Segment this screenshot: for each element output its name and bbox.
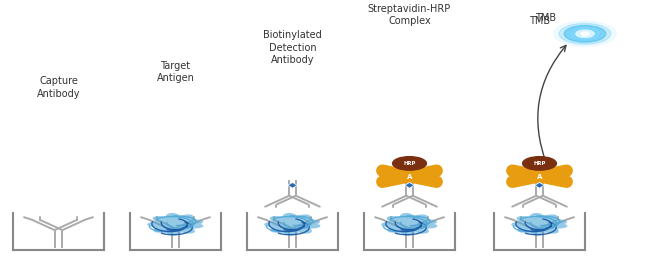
- Circle shape: [564, 25, 606, 42]
- Circle shape: [581, 32, 589, 35]
- Polygon shape: [511, 213, 567, 236]
- Polygon shape: [288, 183, 297, 188]
- Polygon shape: [405, 183, 414, 188]
- Circle shape: [571, 28, 599, 40]
- Circle shape: [523, 157, 556, 170]
- Text: HRP: HRP: [533, 161, 546, 166]
- Text: TMB: TMB: [529, 16, 550, 26]
- Polygon shape: [381, 213, 437, 236]
- Text: Target
Antigen: Target Antigen: [157, 61, 194, 83]
- Text: Capture
Antibody: Capture Antibody: [37, 76, 80, 99]
- Text: Biotinylated
Detection
Antibody: Biotinylated Detection Antibody: [263, 30, 322, 65]
- Circle shape: [554, 21, 616, 46]
- Text: Streptavidin-HRP
Complex: Streptavidin-HRP Complex: [368, 4, 451, 26]
- Circle shape: [576, 30, 594, 37]
- Circle shape: [393, 157, 426, 170]
- Polygon shape: [535, 183, 544, 188]
- Text: A: A: [407, 174, 412, 180]
- Circle shape: [559, 23, 611, 44]
- Text: TMB: TMB: [534, 13, 556, 23]
- Polygon shape: [147, 213, 203, 236]
- Polygon shape: [264, 213, 320, 236]
- Text: HRP: HRP: [403, 161, 416, 166]
- Text: A: A: [537, 174, 542, 180]
